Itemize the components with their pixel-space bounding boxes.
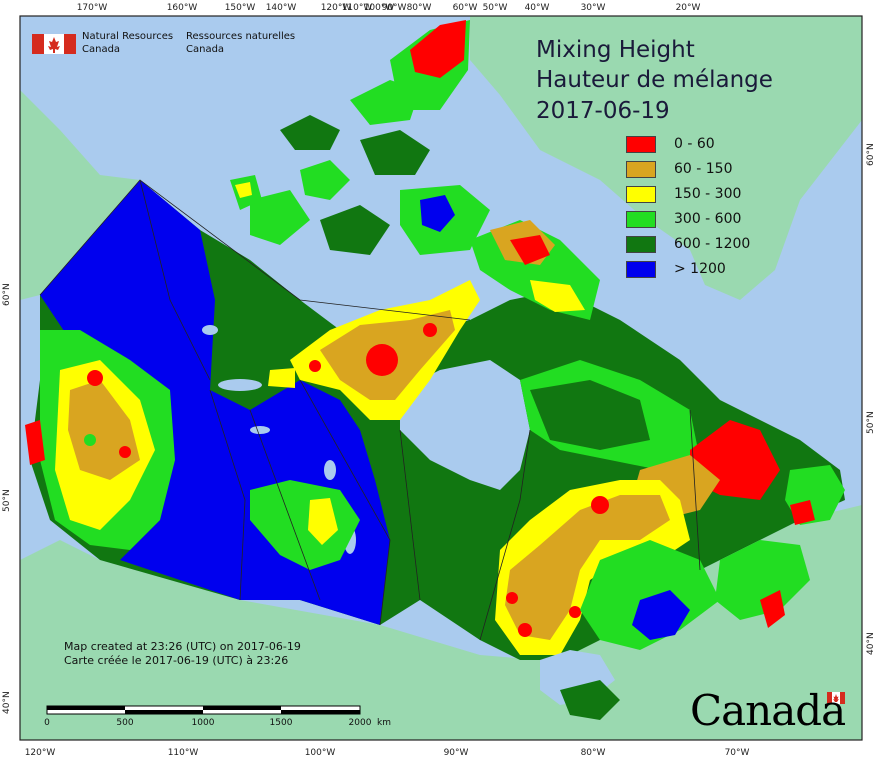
tick-top: 20°W	[675, 3, 701, 13]
tick-right: 60°N	[866, 143, 876, 166]
tick-top: 160°W	[166, 3, 198, 13]
zone-small-yellow	[268, 368, 295, 388]
tick-top: 60°W	[452, 3, 478, 13]
legend-label: 600 - 1200	[674, 236, 751, 252]
hotspot	[84, 434, 96, 446]
tick-top: 120°W	[320, 3, 352, 13]
tick-bottom: 90°W	[443, 748, 469, 758]
zone-southern-green	[580, 540, 720, 650]
wordmark-flag-icon	[827, 692, 845, 704]
agency-en-line1: Natural Resources	[82, 31, 174, 42]
tick-bottom: 120°W	[24, 748, 56, 758]
scale-label: 0	[44, 718, 50, 728]
tick-top: 170°W	[76, 3, 108, 13]
hudson-bay	[400, 360, 530, 490]
tick-left: 40°N	[2, 691, 12, 714]
canada-wordmark: Canada	[690, 686, 846, 735]
tick-top: 50°W	[482, 3, 508, 13]
map-title-fr: Hauteur de mélange	[536, 67, 773, 93]
zone-quebec-dkgreen	[530, 380, 650, 450]
tick-top: 30°W	[580, 3, 606, 13]
provincial-borders	[39, 179, 701, 641]
scale-bar	[46, 705, 361, 715]
tick-top: 140°W	[265, 3, 297, 13]
tick-top: 40°W	[524, 3, 550, 13]
scale-label: 1500	[269, 718, 293, 728]
alaska	[20, 90, 140, 300]
zone-ontario-orange	[505, 495, 670, 640]
legend-label: 0 - 60	[674, 136, 715, 152]
legend-label: 150 - 300	[674, 186, 742, 202]
hotspot	[591, 496, 609, 514]
zone-newfoundland-red	[790, 500, 815, 525]
agency-fr: Ressources naturelles Canada	[186, 30, 295, 56]
scale-label: 1000	[191, 718, 215, 728]
zone-southern-blue	[632, 590, 690, 640]
canada-flag-icon	[32, 34, 76, 54]
hotspot	[518, 623, 532, 637]
hotspot	[87, 370, 103, 386]
legend-swatch	[626, 261, 656, 278]
legend-swatch	[626, 236, 656, 253]
scale-label: 500	[116, 718, 134, 728]
hotspot	[366, 344, 398, 376]
scale-unit: km	[377, 718, 391, 728]
hotspot	[309, 360, 321, 372]
legend-label: > 1200	[674, 261, 726, 277]
legend-swatch	[626, 186, 656, 203]
legend-label: 300 - 600	[674, 211, 742, 227]
credit-fr: Carte créée le 2017-06-19 (UTC) à 23:26	[64, 654, 289, 667]
tick-right: 50°N	[866, 411, 876, 434]
legend-label: 60 - 150	[674, 161, 733, 177]
tick-top: 110°W	[341, 3, 373, 13]
tick-top: 90°W	[381, 3, 407, 13]
coast-red-zone	[25, 420, 45, 465]
tick-bottom: 70°W	[724, 748, 750, 758]
zone-prairie-yellow	[308, 498, 338, 545]
arctic-islands	[230, 20, 600, 320]
hotspot	[569, 606, 581, 618]
hotspot	[119, 446, 131, 458]
tick-bottom: 110°W	[167, 748, 199, 758]
hotspot	[506, 592, 518, 604]
zone-prairie-green	[250, 480, 360, 570]
credit-en: Map created at 23:26 (UTC) on 2017-06-19	[64, 640, 301, 653]
agency-en-line2: Canada	[82, 44, 121, 55]
agency-en: Natural Resources Canada	[82, 30, 173, 56]
map-title: Mixing Height	[536, 37, 695, 63]
tick-bottom: 100°W	[304, 748, 336, 758]
agency-fr-line2: Canada	[186, 44, 225, 55]
tick-left: 50°N	[2, 489, 12, 512]
tick-top: 150°W	[224, 3, 256, 13]
hotspot	[423, 323, 437, 337]
legend-swatch	[626, 136, 656, 153]
scale-label: 2000	[348, 718, 372, 728]
legend-swatch	[626, 211, 656, 228]
usa	[20, 505, 862, 740]
tick-right: 40°N	[866, 632, 876, 655]
southern-ontario-green	[560, 680, 620, 720]
greenland	[470, 16, 862, 300]
zone-maritimes-red	[760, 590, 785, 628]
agency-fr-line1: Ressources naturelles	[186, 31, 296, 42]
tick-left: 60°N	[2, 283, 12, 306]
map-border	[19, 15, 863, 741]
map-date: 2017-06-19	[536, 98, 670, 124]
tick-top: 80°W	[406, 3, 432, 13]
legend-swatch	[626, 161, 656, 178]
tick-bottom: 80°W	[580, 748, 606, 758]
zone-maritimes	[715, 540, 810, 620]
tick-top: 100°W	[363, 3, 395, 13]
